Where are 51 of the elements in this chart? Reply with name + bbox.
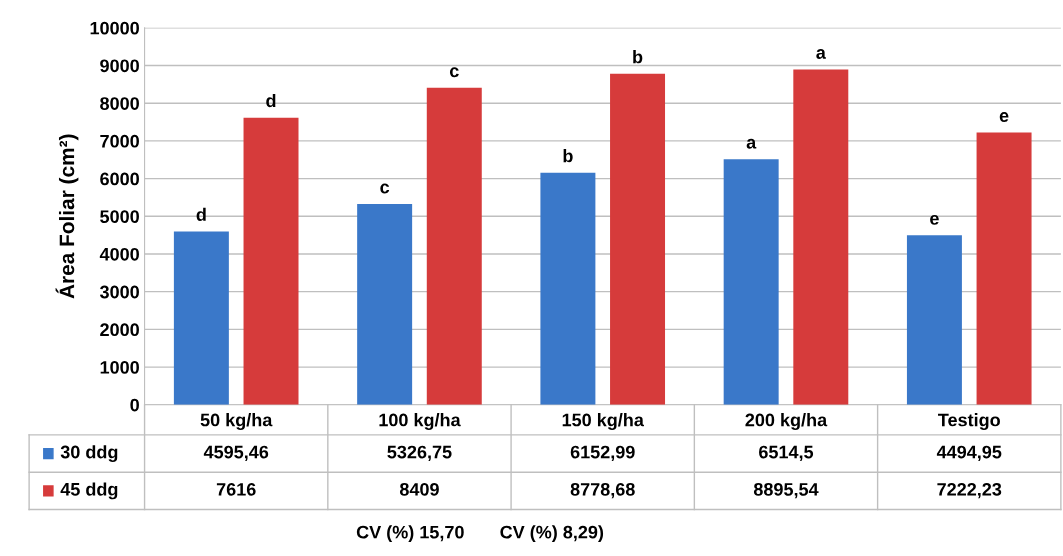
data-label: 7222,23 bbox=[937, 482, 1002, 499]
y-tick-label: 9000 bbox=[100, 59, 139, 73]
data-label: 4494,95 bbox=[936, 445, 1002, 462]
data-label: 8409 bbox=[399, 482, 439, 496]
bar bbox=[426, 87, 482, 405]
x-tick-label: Testigo bbox=[938, 413, 1000, 431]
legend-label: 30 ddg bbox=[60, 445, 118, 463]
bar bbox=[793, 69, 849, 405]
text: CV (%) 8,29) bbox=[500, 525, 604, 543]
data-label: 7616 bbox=[216, 482, 256, 496]
annotation: a bbox=[816, 49, 826, 59]
bar bbox=[243, 117, 299, 405]
legend-label: 45 ddg bbox=[60, 482, 118, 500]
bar bbox=[723, 159, 779, 405]
annotation: b bbox=[633, 50, 643, 64]
data-label: 8895,54 bbox=[753, 482, 819, 499]
y-tick-label: 10000 bbox=[90, 21, 139, 35]
y-tick-label: 0 bbox=[130, 398, 139, 412]
y-tick-label: 8000 bbox=[100, 97, 139, 110]
y-tick-label: 3000 bbox=[99, 285, 139, 299]
bar bbox=[976, 132, 1032, 405]
bar bbox=[173, 231, 229, 405]
annotation: c bbox=[449, 67, 459, 78]
y-tick-label: 4000 bbox=[99, 247, 139, 261]
data-label: 4595,46 bbox=[203, 445, 269, 462]
annotation: e bbox=[999, 112, 1009, 122]
bar bbox=[610, 73, 666, 405]
y-tick-label: 5000 bbox=[100, 210, 139, 223]
y-axis-title: Área Foliar (cm²) bbox=[55, 134, 79, 299]
data-label: 6514,5 bbox=[759, 445, 814, 462]
bar bbox=[906, 235, 962, 405]
bar bbox=[540, 172, 596, 405]
text: CV (%) 15,70 bbox=[356, 525, 464, 543]
annotation: e bbox=[930, 214, 939, 225]
annotation: d bbox=[196, 207, 206, 222]
y-tick-label: 6000 bbox=[100, 172, 139, 186]
annotation: d bbox=[266, 93, 276, 108]
data-label: 6152,99 bbox=[570, 445, 635, 462]
data-label: 8778,68 bbox=[570, 482, 635, 499]
annotation: b bbox=[563, 149, 573, 163]
x-tick-label: 100 kg/ha bbox=[379, 413, 461, 431]
x-tick-label: 200 kg/ha bbox=[745, 413, 828, 431]
y-tick-label: 2000 bbox=[100, 323, 139, 337]
annotation: c bbox=[380, 183, 390, 194]
annotation: a bbox=[746, 138, 757, 149]
x-tick-label: 150 kg/ha bbox=[562, 413, 644, 431]
bar bbox=[357, 203, 413, 405]
y-tick-label: 1000 bbox=[100, 361, 139, 374]
x-tick-label: 50 kg/ha bbox=[200, 413, 273, 431]
data-label: 5326,75 bbox=[387, 445, 452, 462]
y-tick-label: 7000 bbox=[100, 134, 139, 148]
